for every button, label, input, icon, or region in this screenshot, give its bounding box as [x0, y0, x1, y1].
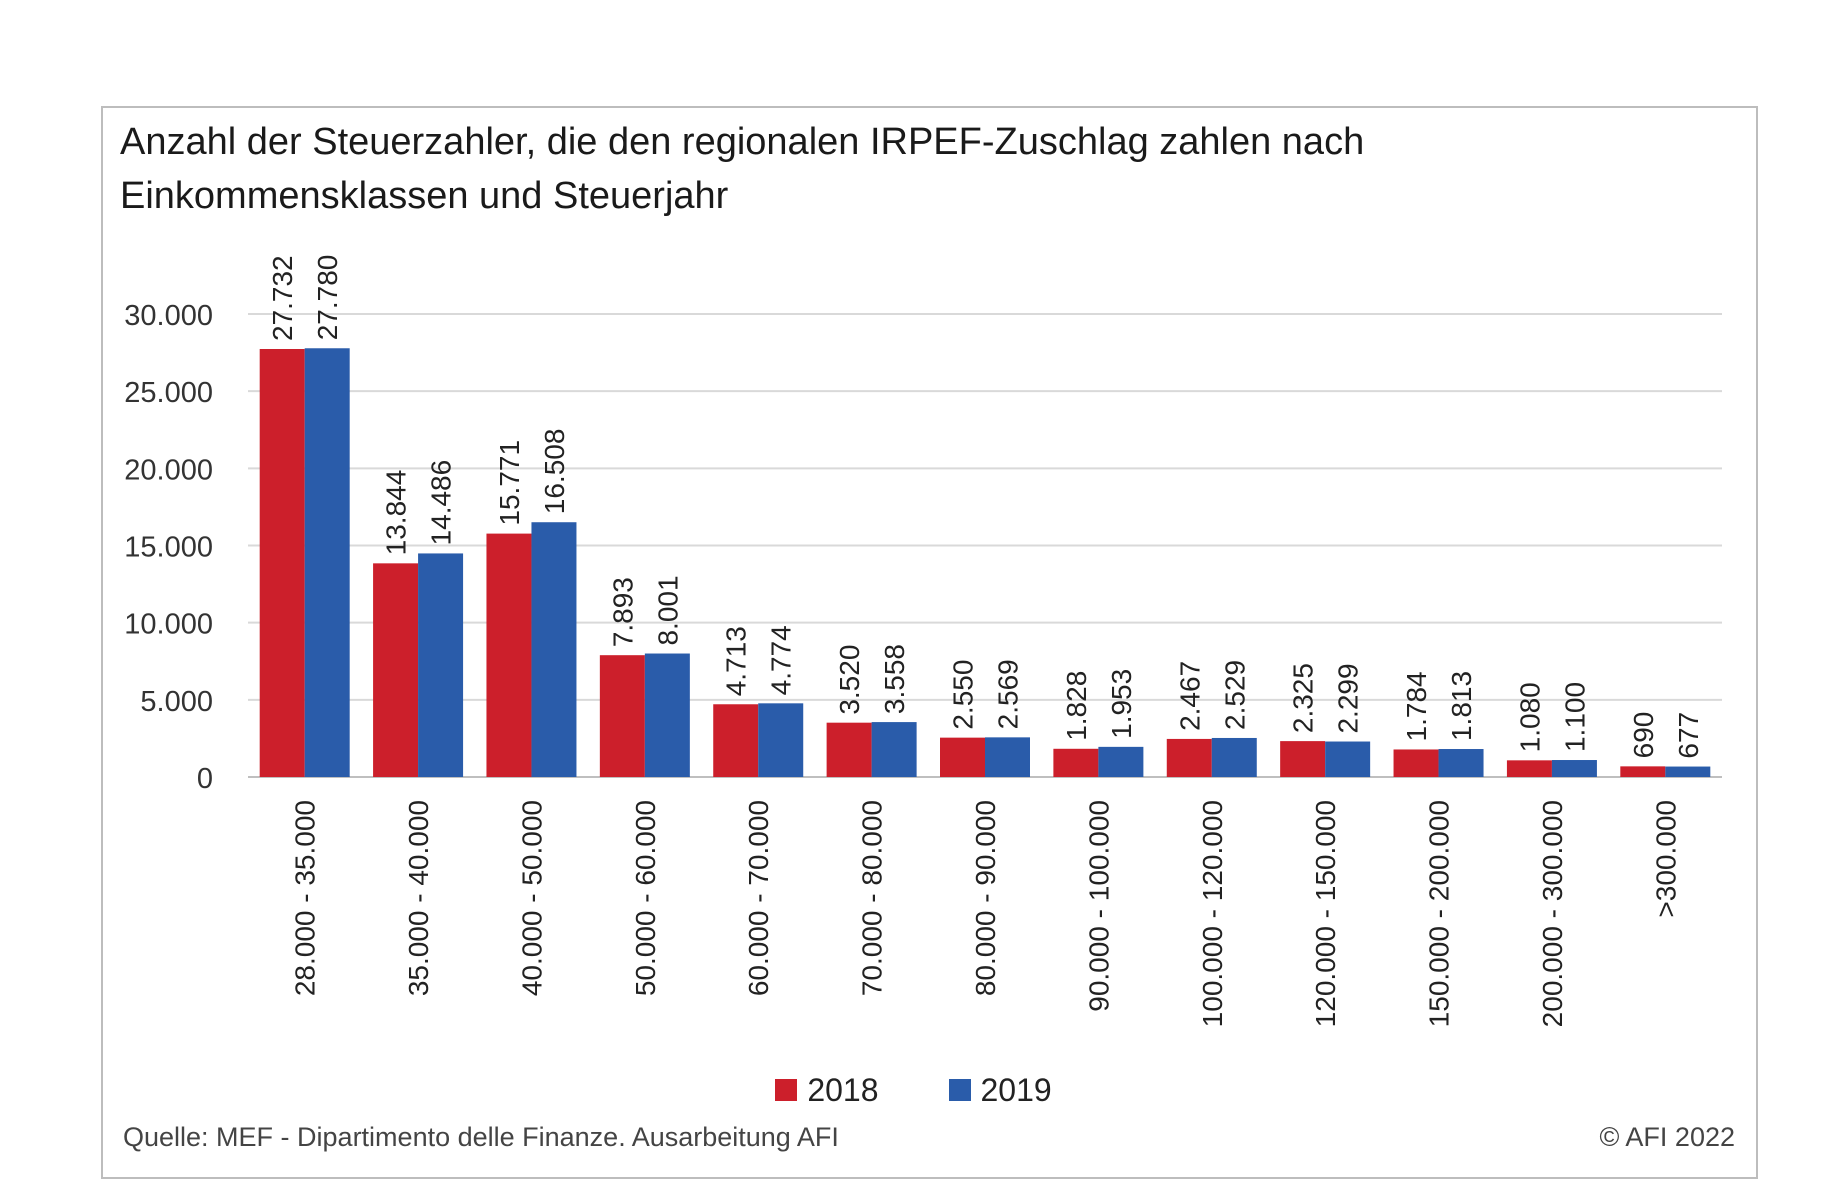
legend-swatch-2019 [948, 1079, 971, 1101]
data-label-2018-9: 2.325 [1288, 663, 1319, 733]
chart-frame [101, 106, 1758, 1179]
x-tick-label-9: 120.000 - 150.000 [1310, 800, 1341, 1027]
bar-2019-7 [1098, 746, 1144, 777]
data-label-2019-7: 1.953 [1106, 669, 1137, 739]
y-tick-label-5: 25.000 [124, 377, 213, 409]
bar-2019-11 [1551, 760, 1597, 777]
bar-2019-4 [758, 703, 804, 777]
bar-2019-2 [531, 522, 577, 777]
data-label-2019-6: 2.569 [993, 659, 1024, 729]
y-tick-label-3: 15.000 [124, 532, 213, 564]
bar-2019-1 [418, 553, 464, 777]
data-label-2019-1: 14.486 [426, 460, 457, 546]
data-label-2018-6: 2.550 [948, 660, 979, 730]
y-tick-label-2: 10.000 [124, 609, 213, 641]
legend: 2018 2019 [0, 1068, 1827, 1112]
data-label-2019-3: 8.001 [652, 575, 683, 645]
data-label-2018-12: 690 [1628, 712, 1659, 759]
data-label-2019-10: 1.813 [1446, 671, 1477, 741]
data-label-2019-8: 2.529 [1219, 660, 1250, 730]
copyright-note: © AFI 2022 [1599, 1122, 1735, 1152]
y-tick-label-0: 0 [197, 763, 213, 795]
x-tick-label-6: 80.000 - 90.000 [970, 800, 1001, 996]
chart-title-line1: Anzahl der Steuerzahler, die den regiona… [120, 121, 1365, 163]
bar-2019-12 [1665, 766, 1711, 777]
x-tick-label-7: 90.000 - 100.000 [1083, 800, 1114, 1012]
data-label-2018-8: 2.467 [1174, 661, 1205, 731]
bar-2018-5 [826, 722, 872, 777]
data-label-2018-1: 13.844 [381, 470, 412, 556]
bar-2018-1 [373, 563, 419, 777]
bar-2018-4 [713, 704, 759, 777]
data-label-2018-4: 4.713 [721, 626, 752, 696]
chart-title: Anzahl der Steuerzahler, die den regiona… [120, 115, 1620, 223]
bar-2018-11 [1506, 760, 1552, 777]
data-label-2018-11: 1.080 [1514, 682, 1545, 752]
x-tick-label-11: 200.000 - 300.000 [1537, 800, 1568, 1027]
x-tick-label-0: 28.000 - 35.000 [290, 800, 321, 996]
data-label-2018-0: 27.732 [267, 255, 298, 341]
bar-2019-3 [644, 653, 690, 777]
data-label-2018-3: 7.893 [607, 577, 638, 647]
data-label-2019-9: 2.299 [1333, 663, 1364, 733]
bar-2018-9 [1280, 741, 1326, 777]
bar-2019-10 [1438, 749, 1484, 777]
data-label-2018-10: 1.784 [1401, 671, 1432, 741]
x-tick-label-4: 60.000 - 70.000 [743, 800, 774, 996]
bar-2018-2 [486, 533, 532, 777]
bar-2018-6 [940, 737, 985, 777]
x-tick-label-10: 150.000 - 200.000 [1424, 800, 1455, 1027]
bar-2018-10 [1393, 749, 1439, 777]
legend-item-2019: 2019 [948, 1071, 1052, 1109]
bar-2019-6 [985, 737, 1030, 777]
y-tick-label-4: 20.000 [124, 454, 213, 486]
data-label-2018-7: 1.828 [1061, 671, 1092, 741]
data-label-2019-4: 4.774 [766, 625, 797, 695]
bar-2019-9 [1325, 741, 1371, 777]
x-tick-label-5: 70.000 - 80.000 [857, 800, 888, 996]
x-tick-label-1: 35.000 - 40.000 [403, 800, 434, 996]
data-label-2019-2: 16.508 [539, 429, 570, 515]
data-label-2019-11: 1.100 [1559, 682, 1590, 752]
source-note: Quelle: MEF - Dipartimento delle Finanze… [123, 1122, 839, 1152]
x-tick-label-2: 40.000 - 50.000 [516, 800, 547, 996]
data-label-2019-0: 27.780 [312, 255, 343, 341]
data-label-2018-2: 15.771 [494, 440, 525, 526]
x-tick-label-12: >300.000 [1650, 800, 1681, 918]
data-label-2019-12: 677 [1673, 712, 1704, 759]
legend-item-2018: 2018 [775, 1071, 879, 1109]
bar-2018-3 [599, 655, 645, 777]
chart-title-line2: Einkommensklassen und Steuerjahr [120, 175, 729, 217]
legend-label-2019: 2019 [980, 1071, 1052, 1108]
bar-2018-8 [1166, 738, 1212, 777]
y-tick-label-1: 5.000 [140, 686, 213, 718]
legend-label-2018: 2018 [807, 1071, 879, 1108]
y-tick-label-6: 30.000 [124, 300, 213, 332]
x-tick-label-3: 50.000 - 60.000 [630, 800, 661, 996]
bar-2019-0 [304, 348, 350, 777]
legend-swatch-2018 [775, 1079, 798, 1101]
data-label-2018-5: 3.520 [834, 645, 865, 715]
bar-2018-12 [1620, 766, 1666, 777]
data-label-2019-5: 3.558 [879, 644, 910, 714]
bar-2019-5 [871, 722, 917, 777]
bar-2018-7 [1053, 748, 1099, 777]
bar-2019-8 [1211, 737, 1257, 777]
x-tick-label-8: 100.000 - 120.000 [1197, 800, 1228, 1027]
bar-2018-0 [259, 349, 305, 777]
